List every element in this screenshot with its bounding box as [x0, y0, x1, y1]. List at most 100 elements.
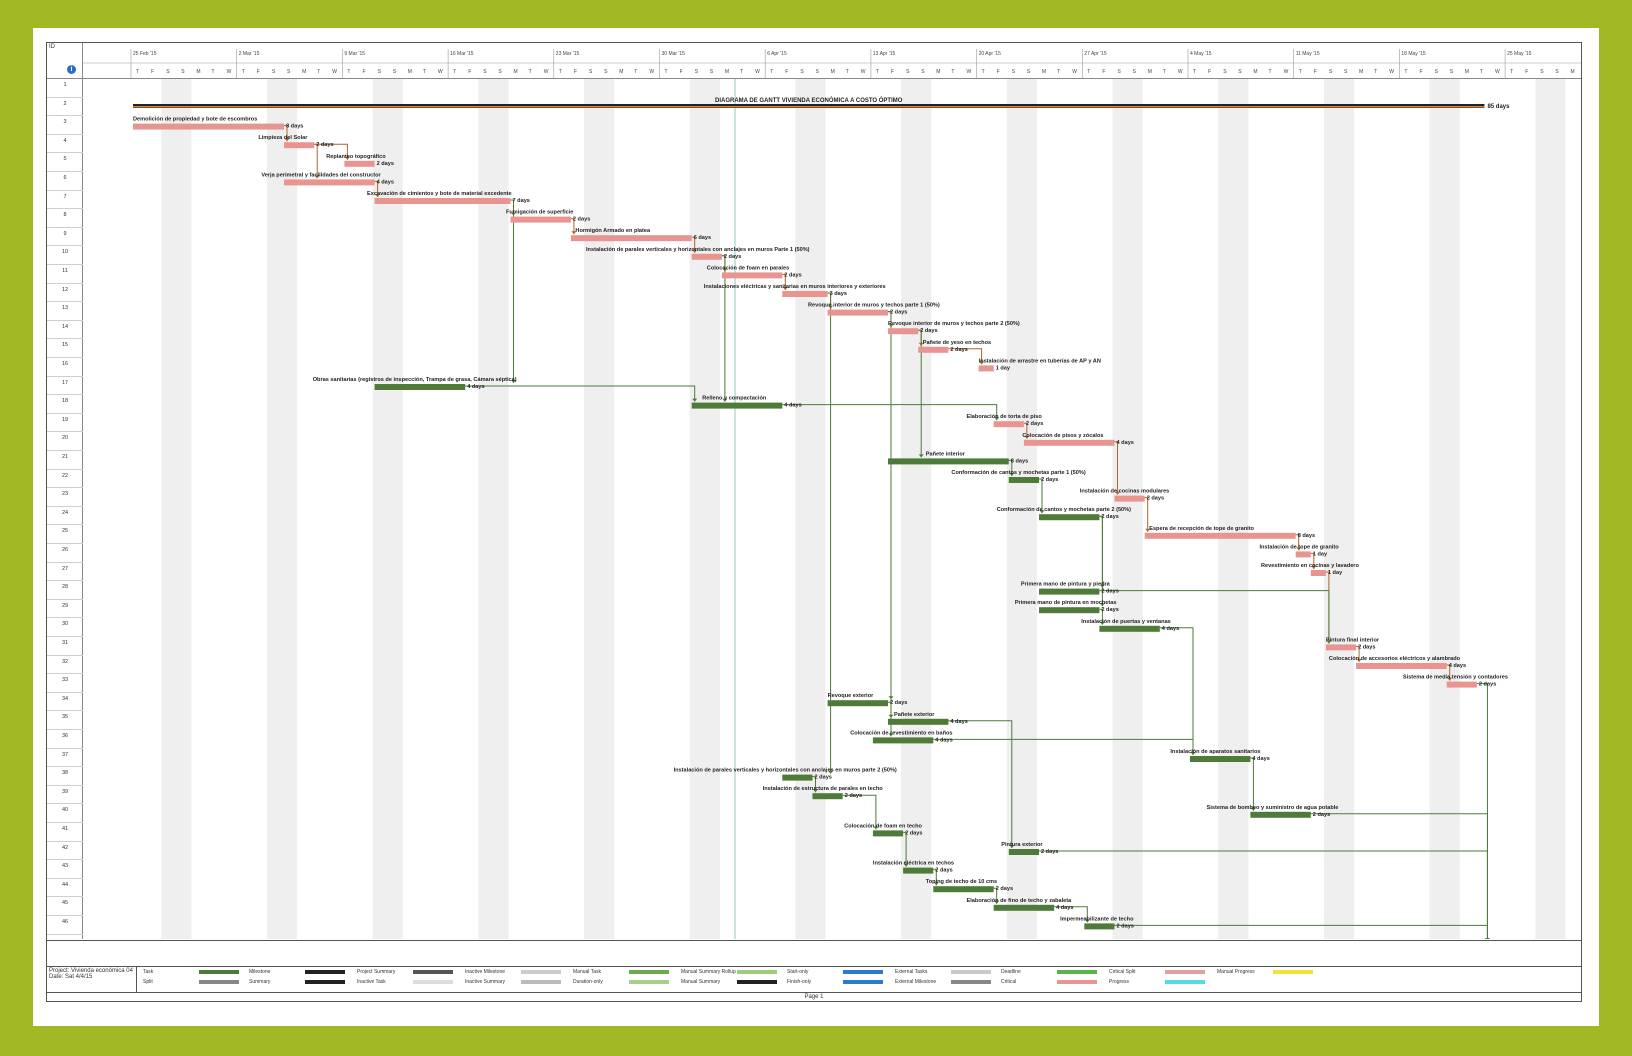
legend-item-swatch [737, 970, 777, 974]
task-duration-label: 2 days [815, 775, 832, 781]
row-id: 34 [47, 693, 83, 712]
timescale-day-letter: S [287, 69, 291, 75]
timescale-day-letter: M [408, 69, 412, 75]
dependency-arrow [933, 882, 939, 886]
timescale-svg: 25 Feb '15 T F S S M T W 2 Mar '15 T F S S M T W 9 Mar '… [83, 49, 1581, 78]
timescale-day-letter: W [544, 69, 549, 75]
task-duration-label: 2 days [890, 310, 907, 316]
dependency-arrow [873, 826, 879, 830]
task-name-label: Instalación de arrastre en tuberías de A… [979, 358, 1101, 364]
task-bar [872, 737, 934, 744]
task-bar [812, 793, 843, 800]
task-duration-label: 2 days [724, 254, 741, 260]
legend-item-label: External Tasks [895, 969, 928, 975]
task-duration-label: 4 days [950, 719, 967, 725]
timescale-day-letter: M [1359, 69, 1363, 75]
dependency-arrow [1447, 677, 1453, 681]
timescale-week-label: 23 Mar '15 [556, 51, 580, 57]
task-duration-label: 4 days [1449, 663, 1466, 669]
timescale-day-letter: M [1465, 69, 1469, 75]
dependency-link [1039, 850, 1488, 939]
task-name-label: Limpieza del Solar [258, 135, 308, 141]
task-name-label: Excavación de cimientos y bote de materi… [367, 191, 512, 197]
timescale-day-letter: T [1404, 69, 1407, 75]
task-bar [374, 384, 466, 390]
timescale-day-letter: T [1057, 69, 1060, 75]
summary-duration: 85 days [1487, 104, 1510, 110]
timescale-day-letter: W [861, 69, 866, 75]
task-name-label: Conformación de cantos y mochetas parte … [951, 470, 1085, 476]
task-duration-label: 2 days [1041, 477, 1058, 483]
dependency-link [918, 329, 922, 458]
task-name-label: Verja perimetral y facilidades del const… [261, 172, 381, 178]
row-id: 24 [47, 507, 83, 526]
timescale-day-letter: T [242, 69, 245, 75]
legend-item-swatch [305, 980, 345, 984]
legend-date: Date: Sat 4/4/15 [49, 974, 93, 980]
dependency-arrow [692, 249, 698, 253]
dependency-arrow [1250, 807, 1256, 811]
task-name-label: Pañete de yeso en techos [923, 340, 991, 346]
timescale-day-letter: M [725, 69, 729, 75]
dependency-link [948, 348, 983, 365]
row-id: 44 [47, 879, 83, 898]
task-duration-label: 2 days [905, 830, 922, 836]
task-bar [1250, 811, 1311, 818]
task-duration-label: 1 day [1328, 570, 1343, 576]
timescale-day-letter: T [453, 69, 456, 75]
timescale-day-letter: T [1193, 69, 1196, 75]
timescale-day-letter: T [212, 69, 215, 75]
legend-item-swatch [1273, 970, 1313, 974]
dependency-arrow [994, 900, 1000, 904]
timescale-day-letter: T [982, 69, 985, 75]
task-duration-label: 2 days [1026, 421, 1043, 427]
weekend-shading [1535, 79, 1566, 939]
timescale-day-letter: S [589, 69, 593, 75]
critical-task-bar [1023, 439, 1115, 446]
dependency-arrow [828, 770, 834, 774]
dependency-link [888, 311, 892, 737]
legend-item-label: Split [143, 979, 153, 985]
legend-item-label: Manual Progress [1217, 969, 1255, 975]
dependency-arrow [1356, 659, 1362, 662]
gantt-frame: ID i 25 Feb '15 T F S S M T W 2 Mar '15 T F S S M T W 9 … [46, 42, 1582, 1002]
timescale-day-letter: F [257, 69, 260, 75]
dependency-link [1008, 459, 1013, 476]
task-name-label: Relleno y compactación [702, 396, 767, 402]
legend-item-swatch [521, 980, 561, 984]
weekend-shading [372, 79, 403, 939]
timescale-day-letter: F [468, 69, 471, 75]
dependency-link [1099, 590, 1330, 644]
timescale-day-letter: W [755, 69, 760, 75]
row-id: 6 [47, 172, 83, 191]
dependency-arrow [1099, 621, 1105, 625]
timescale-day-letter: T [1299, 69, 1302, 75]
dependency-link [1099, 515, 1103, 607]
dependency-arrow [1326, 640, 1332, 644]
row-id: 31 [47, 637, 83, 656]
dependency-arrow [344, 156, 350, 160]
dependency-arrow [979, 361, 985, 365]
row-id: 26 [47, 544, 83, 563]
timescale-day-letter: T [1269, 69, 1272, 75]
timescale-day-letter: S [1012, 69, 1016, 75]
critical-task-bar [1325, 644, 1357, 651]
task-name-label: Elaboración de torta de piso [967, 414, 1043, 420]
task-name-label: Primera mano de pintura en mochetas [1015, 600, 1117, 606]
timescale-day-letter: F [363, 69, 366, 75]
task-duration-label: 2 days [845, 793, 862, 799]
task-duration-label: 1 day [1313, 551, 1328, 557]
dependency-link [1114, 441, 1118, 495]
dependency-arrow [571, 231, 577, 235]
timescale-week-label: 9 Mar '15 [344, 51, 365, 57]
dependency-arrow [1009, 845, 1015, 848]
row-id: 29 [47, 600, 83, 619]
task-duration-label: 2 days [377, 161, 394, 167]
legend-item-swatch [413, 980, 453, 984]
row-id: 7 [47, 191, 83, 210]
timescale-day-letter: S [710, 69, 714, 75]
timescale-day-letter: S [1118, 69, 1122, 75]
dependency-link [1114, 924, 1488, 939]
task-name-label: Pintura final interior [1326, 637, 1380, 643]
timescale-day-letter: S [1238, 69, 1242, 75]
